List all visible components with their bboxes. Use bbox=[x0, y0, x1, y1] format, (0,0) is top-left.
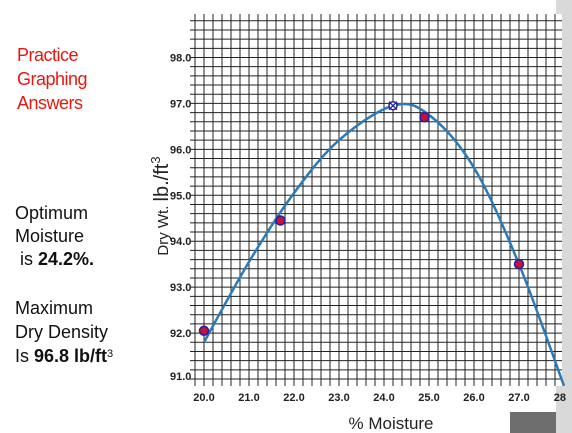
slide-title: Practice Graphing Answers bbox=[17, 43, 88, 115]
plot-background bbox=[190, 14, 562, 386]
y-tick-label: 92.0 bbox=[170, 328, 191, 340]
maximum-sup: 3 bbox=[107, 348, 114, 360]
y-tick-label: 91.0 bbox=[170, 371, 191, 383]
x-tick-label: 25.0 bbox=[418, 392, 439, 404]
y-tick-label: 95.0 bbox=[170, 190, 191, 202]
y-axis-label-sup: 3 bbox=[148, 156, 163, 163]
title-line-2: Graphing bbox=[17, 69, 88, 89]
y-tick-label: 93.0 bbox=[170, 282, 191, 294]
x-tick-label: 27.0 bbox=[508, 392, 529, 404]
optimum-line-1: Optimum bbox=[15, 203, 89, 223]
optimum-value: 24.2%. bbox=[38, 249, 95, 269]
x-tick-label: 24.0 bbox=[373, 392, 394, 404]
x-axis-label: % Moisture bbox=[348, 414, 433, 433]
optimum-line-2: Moisture bbox=[15, 226, 85, 246]
y-axis-label-small: Dry Wt. bbox=[155, 201, 172, 255]
chart-grid bbox=[190, 14, 562, 386]
max-dry-density-text: Maximum Dry Density Is 96.8 lb/ft3 bbox=[15, 296, 113, 368]
x-tick-label: 21.0 bbox=[238, 392, 259, 404]
maximum-line-2: Dry Density bbox=[15, 322, 109, 342]
maximum-value: 96.8 lb/ft bbox=[34, 346, 108, 366]
y-tick-label: 97.0 bbox=[170, 98, 191, 110]
y-tick-label: 94.0 bbox=[170, 236, 191, 248]
optimum-moisture-text: Optimum Moisture is 24.2%. bbox=[15, 202, 94, 271]
peak-marker-cross bbox=[388, 101, 398, 111]
title-line-1: Practice bbox=[17, 45, 79, 65]
y-axis-label: Dry Wt. lb./ft3 bbox=[148, 156, 173, 255]
title-line-3: Answers bbox=[17, 93, 83, 113]
data-point bbox=[275, 215, 286, 226]
y-tick-label: 98.0 bbox=[170, 53, 191, 65]
side-panel: Practice Graphing Answers Optimum Moistu… bbox=[0, 0, 180, 433]
x-tick-label: 22.0 bbox=[283, 392, 304, 404]
data-point bbox=[513, 258, 525, 270]
maximum-prefix: Is bbox=[15, 346, 35, 366]
optimum-prefix: is bbox=[15, 249, 39, 269]
data-point bbox=[198, 325, 210, 337]
optimum-line-3: is 24.2%. bbox=[15, 248, 94, 271]
corner-block bbox=[510, 412, 556, 433]
data-point bbox=[419, 111, 430, 123]
x-tick-label: 28 bbox=[554, 392, 566, 404]
maximum-line-1: Maximum bbox=[15, 298, 94, 318]
x-tick-label: 23.0 bbox=[328, 392, 349, 404]
x-tick-label: 20.0 bbox=[193, 392, 214, 404]
y-axis-label-large: lb./ft bbox=[151, 163, 173, 201]
chart-points bbox=[198, 100, 525, 337]
maximum-line-3: Is 96.8 lb/ft3 bbox=[15, 344, 113, 368]
chart-ticks: 98.0 97.0 96.0 95.0 94.0 93.0 92.0 91.020.0 21.0… bbox=[170, 53, 566, 405]
y-tick-label: 96.0 bbox=[170, 144, 191, 156]
x-tick-label: 26.0 bbox=[463, 392, 484, 404]
